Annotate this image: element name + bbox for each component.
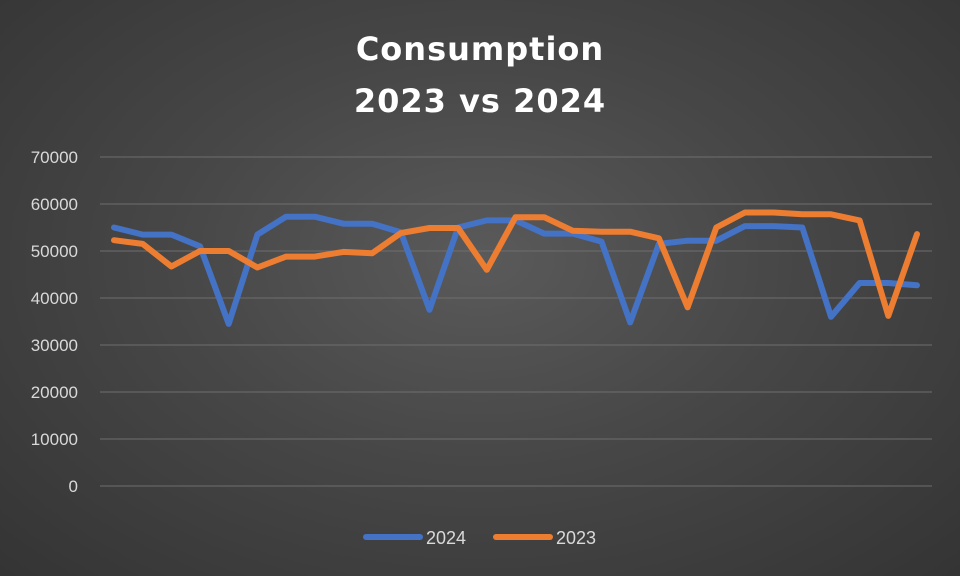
data-point-2023-24 <box>799 211 805 217</box>
legend-label-2024: 2024 <box>426 528 466 548</box>
data-point-2024-9 <box>369 221 375 227</box>
data-point-2023-10 <box>398 230 404 236</box>
data-point-2023-2 <box>168 264 174 270</box>
data-point-2024-22 <box>742 223 748 229</box>
data-point-2024-6 <box>283 214 289 220</box>
y-tick-label: 50000 <box>31 242 78 261</box>
y-tick-label: 40000 <box>31 289 78 308</box>
data-point-2024-13 <box>484 217 490 223</box>
series-lines <box>111 209 920 327</box>
data-point-2024-18 <box>627 319 633 325</box>
data-point-2024-20 <box>685 238 691 244</box>
data-point-2023-19 <box>656 235 662 241</box>
data-point-2023-26 <box>857 217 863 223</box>
data-point-2023-23 <box>771 210 777 216</box>
data-point-2023-3 <box>197 248 203 254</box>
data-point-2024-11 <box>427 307 433 313</box>
series-line-2023 <box>111 209 920 319</box>
data-point-2023-11 <box>427 225 433 231</box>
data-point-2023-7 <box>312 254 318 260</box>
data-point-2023-6 <box>283 254 289 260</box>
data-point-2023-8 <box>340 249 346 255</box>
data-point-2024-28 <box>914 282 920 288</box>
data-point-2023-18 <box>627 229 633 235</box>
data-point-2023-0 <box>111 237 117 243</box>
data-point-2024-26 <box>857 280 863 286</box>
data-point-2023-1 <box>140 241 146 247</box>
y-tick-label: 70000 <box>31 148 78 167</box>
data-point-2024-25 <box>828 314 834 320</box>
data-point-2023-4 <box>226 248 232 254</box>
data-point-2024-4 <box>226 321 232 327</box>
data-point-2023-22 <box>742 210 748 216</box>
data-point-2023-25 <box>828 211 834 217</box>
data-point-2024-27 <box>885 280 891 286</box>
data-point-2023-14 <box>513 214 519 220</box>
legend-label-2023: 2023 <box>556 528 596 548</box>
data-point-2024-1 <box>140 232 146 238</box>
y-axis-tick-labels: 0 10000 20000 30000 40000 50000 60000 70000 <box>31 148 78 496</box>
y-tick-label: 0 <box>69 477 78 496</box>
data-point-2024-2 <box>168 232 174 238</box>
data-point-2024-23 <box>771 223 777 229</box>
data-point-2024-15 <box>541 231 547 237</box>
chart-title-line-2: 2023 vs 2024 <box>354 82 606 120</box>
data-point-2023-28 <box>914 231 920 237</box>
data-point-2024-0 <box>111 225 117 231</box>
y-tick-label: 30000 <box>31 336 78 355</box>
legend: 2024 2023 <box>363 528 596 548</box>
chart-title-line-1: Consumption <box>356 30 604 68</box>
data-point-2023-16 <box>570 228 576 234</box>
y-tick-label: 20000 <box>31 383 78 402</box>
data-point-2023-21 <box>713 225 719 231</box>
data-point-2024-7 <box>312 214 318 220</box>
data-point-2024-8 <box>340 221 346 227</box>
y-tick-label: 60000 <box>31 195 78 214</box>
data-point-2023-12 <box>455 225 461 231</box>
data-point-2023-13 <box>484 267 490 273</box>
data-point-2023-15 <box>541 214 547 220</box>
data-point-2024-24 <box>799 225 805 231</box>
data-point-2023-5 <box>254 265 260 271</box>
data-point-2023-9 <box>369 250 375 256</box>
data-point-2023-20 <box>685 304 691 310</box>
y-tick-label: 10000 <box>31 430 78 449</box>
data-point-2024-17 <box>599 239 605 245</box>
data-point-2023-17 <box>599 229 605 235</box>
data-point-2023-27 <box>885 313 891 319</box>
data-point-2024-5 <box>254 232 260 238</box>
series-line-2024 <box>111 213 920 327</box>
